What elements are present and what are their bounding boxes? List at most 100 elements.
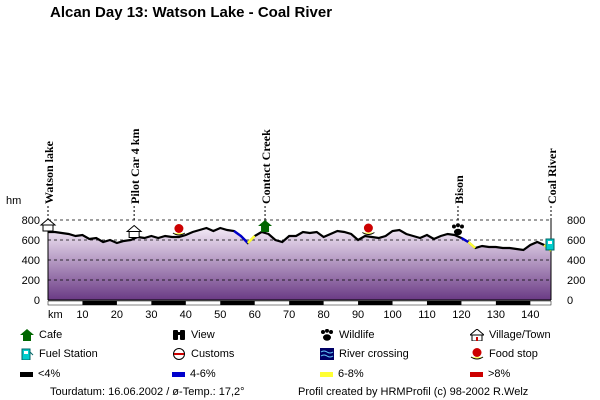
y-axis-label: hm: [6, 195, 21, 207]
grade-segment: [246, 235, 256, 244]
binoculars-icon: [173, 330, 185, 340]
food-bowl: [172, 232, 186, 236]
x-tick-label: 90: [352, 309, 364, 321]
legend-cafe-label: Cafe: [39, 329, 63, 341]
river-crossing-icon: [320, 348, 334, 360]
y-tick-label-right: 0: [567, 295, 573, 307]
village-icon: [125, 224, 143, 238]
grade-segment: [467, 241, 476, 249]
x-tick-label: 140: [521, 309, 539, 321]
y-tick-label-right: 800: [567, 215, 585, 227]
legend-grade1: <4%: [20, 368, 60, 380]
fuel-station-icon: [545, 238, 555, 251]
village-icon: [39, 218, 57, 232]
grade4-swatch: [470, 371, 483, 377]
x-tick-label: 120: [452, 309, 470, 321]
village-body: [128, 231, 140, 238]
legend-grade2-label: 4-6%: [190, 368, 216, 380]
legend-grade4-label: >8%: [488, 368, 511, 380]
x-tick-label: 110: [418, 309, 436, 321]
legend-cafe: Cafe: [20, 329, 62, 341]
village-roof: [39, 218, 57, 226]
legend-view: View: [172, 329, 215, 341]
x-scale-bar: [358, 301, 393, 305]
food-top: [363, 223, 373, 233]
x-scale-bar: [426, 301, 462, 305]
legend-customs: Customs: [172, 348, 234, 360]
x-tick-label: 20: [111, 309, 123, 321]
legend-food-label: Food stop: [489, 348, 538, 360]
tour-date-footer: Tourdatum: 16.06.2002 / ø-Temp.: 17,2°: [50, 386, 245, 398]
x-tick-label: 50: [214, 309, 226, 321]
legend-grade1-label: <4%: [38, 368, 61, 380]
grade-segment: [233, 230, 249, 244]
paw-toe: [455, 223, 460, 228]
y-tick-label-left: 0: [34, 295, 40, 307]
chart-title: Alcan Day 13: Watson Lake - Coal River: [50, 4, 333, 21]
village-icon: [470, 329, 484, 341]
credits-footer: Profil created by HRMProfil (c) 98-2002 …: [298, 386, 529, 398]
grade1-swatch: [20, 371, 33, 377]
y-tick-label-left: 800: [22, 215, 40, 227]
x-tick-label: 30: [145, 309, 157, 321]
x-tick-label: 130: [487, 309, 505, 321]
legend-food: Food stop: [470, 348, 538, 360]
y-tick-label-left: 600: [22, 235, 40, 247]
legend-river-label: River crossing: [339, 348, 409, 360]
village-roof: [125, 224, 143, 232]
x-tick-label: 70: [283, 309, 295, 321]
fuel-station-icon: [21, 348, 34, 360]
x-scale-bar: [495, 301, 531, 305]
x-tick-label: 100: [383, 309, 401, 321]
fuel-pump: [545, 238, 555, 251]
waypoint-label: Coal River: [545, 148, 559, 204]
y-tick-label-left: 400: [22, 255, 40, 267]
grade-segment: [460, 236, 469, 244]
paw-icon: [321, 329, 333, 341]
grade3-swatch: [320, 371, 333, 377]
y-tick-label-right: 400: [567, 255, 585, 267]
x-scale-frame: [47, 300, 552, 306]
cafe-icon: [258, 220, 273, 232]
x-tick-label: 60: [249, 309, 261, 321]
waypoint-label: Bison: [452, 175, 466, 204]
cafe-icon: [20, 329, 34, 341]
legend-grade2: 4-6%: [172, 368, 216, 380]
x-scale-bar: [151, 301, 186, 305]
legend-village: Village/Town: [470, 329, 551, 341]
cafe-house: [258, 220, 273, 232]
x-scale-bar: [289, 301, 324, 305]
legend-grade3: 6-8%: [320, 368, 364, 380]
customs-icon: [173, 348, 185, 360]
paw-toe: [451, 224, 456, 229]
legend-wildlife: Wildlife: [320, 329, 374, 341]
legend-fuel-label: Fuel Station: [39, 348, 98, 360]
food-top: [174, 224, 184, 233]
paw-toe: [459, 224, 464, 229]
legend-grade4: >8%: [470, 368, 510, 380]
x-axis-label: km: [48, 309, 63, 321]
food-stop-icon: [172, 224, 186, 236]
waypoint-label: Contact Creek: [259, 129, 273, 204]
legend-grade3-label: 6-8%: [338, 368, 364, 380]
x-scale-bar: [82, 301, 117, 305]
legend-village-label: Village/Town: [489, 329, 551, 341]
wildlife-icon: [451, 223, 464, 236]
elevation-area: [48, 228, 551, 300]
legend-fuel: Fuel Station: [20, 348, 98, 360]
y-tick-label-left: 200: [22, 275, 40, 287]
food-stop-icon: [470, 348, 484, 360]
food-stop-icon: [362, 223, 375, 235]
y-tick-label-right: 200: [567, 275, 585, 287]
legend-river: River crossing: [320, 348, 409, 360]
legend-customs-label: Customs: [191, 348, 235, 360]
fuel-window: [548, 241, 552, 244]
village-body: [42, 224, 54, 232]
x-tick-label: 10: [76, 309, 88, 321]
waypoint-label: Watson lake: [42, 140, 56, 204]
food-bowl: [362, 232, 375, 235]
paw-pad: [453, 228, 462, 236]
x-scale-bar: [220, 301, 255, 305]
legend-view-label: View: [191, 329, 215, 341]
